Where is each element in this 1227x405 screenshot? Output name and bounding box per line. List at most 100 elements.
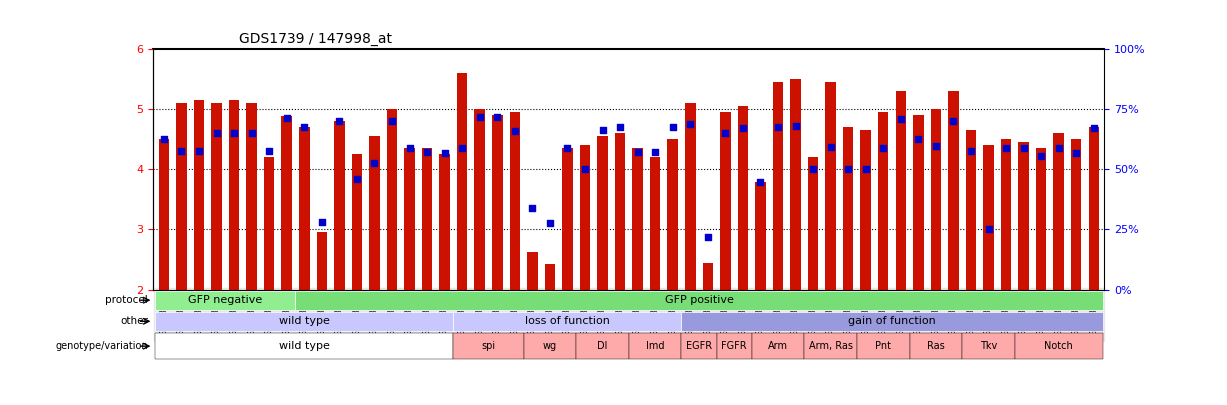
Text: GFP negative: GFP negative — [188, 295, 263, 305]
Bar — [667, 139, 679, 290]
Bar — [720, 112, 730, 290]
Bar — [896, 91, 906, 290]
Bar — [334, 121, 345, 290]
Bar — [1088, 127, 1099, 290]
Bar — [790, 79, 801, 290]
Bar — [317, 232, 328, 290]
Text: protocol: protocol — [106, 295, 148, 305]
Bar — [966, 130, 977, 290]
Point — [277, 115, 297, 121]
Text: Notch: Notch — [1044, 341, 1074, 351]
Point — [821, 144, 840, 150]
Point — [715, 130, 735, 136]
Text: Dl: Dl — [598, 341, 607, 351]
Text: other: other — [120, 316, 148, 326]
Point — [681, 121, 701, 127]
Point — [891, 116, 910, 122]
Bar — [545, 264, 555, 290]
Bar — [807, 157, 818, 290]
FancyBboxPatch shape — [155, 291, 296, 310]
FancyBboxPatch shape — [155, 312, 454, 331]
FancyBboxPatch shape — [454, 333, 524, 359]
Bar — [1071, 139, 1081, 290]
Bar — [194, 100, 204, 290]
Point — [996, 145, 1016, 151]
Bar — [773, 82, 783, 290]
Point — [400, 145, 420, 151]
Point — [347, 176, 367, 183]
Bar — [737, 106, 748, 290]
Bar — [632, 148, 643, 290]
FancyBboxPatch shape — [1015, 333, 1103, 359]
FancyBboxPatch shape — [909, 333, 962, 359]
Point — [768, 124, 788, 130]
Point — [540, 220, 560, 226]
Bar — [177, 103, 187, 290]
Text: wg: wg — [542, 341, 557, 351]
Text: GDS1739 / 147998_at: GDS1739 / 147998_at — [239, 32, 391, 46]
Point — [874, 145, 893, 151]
Point — [330, 118, 350, 124]
Point — [610, 124, 629, 130]
Point — [225, 130, 244, 136]
Point — [189, 148, 209, 154]
Point — [242, 130, 261, 136]
Bar — [1054, 133, 1064, 290]
Point — [1049, 145, 1069, 151]
Bar — [509, 112, 520, 290]
Bar — [1001, 139, 1011, 290]
FancyBboxPatch shape — [962, 333, 1015, 359]
Text: Ras: Ras — [926, 341, 945, 351]
Bar — [281, 116, 292, 290]
Text: Arm, Ras: Arm, Ras — [809, 341, 853, 351]
FancyBboxPatch shape — [577, 333, 628, 359]
Point — [628, 149, 648, 156]
Point — [1032, 153, 1052, 159]
Text: Imd: Imd — [645, 341, 664, 351]
Text: genotype/variation: genotype/variation — [55, 341, 148, 351]
Point — [593, 127, 612, 133]
FancyBboxPatch shape — [681, 312, 1103, 331]
Text: wild type: wild type — [279, 316, 330, 326]
Bar — [492, 115, 503, 290]
FancyBboxPatch shape — [524, 333, 577, 359]
Point — [259, 148, 279, 154]
Text: spi: spi — [481, 341, 496, 351]
FancyBboxPatch shape — [628, 333, 681, 359]
Point — [312, 218, 331, 225]
Bar — [860, 130, 871, 290]
Bar — [299, 127, 309, 290]
Text: wild type: wild type — [279, 341, 330, 351]
Bar — [211, 103, 222, 290]
Bar — [685, 103, 696, 290]
Bar — [158, 139, 169, 290]
FancyBboxPatch shape — [752, 333, 804, 359]
Point — [926, 143, 946, 149]
Bar — [843, 127, 854, 290]
Text: gain of function: gain of function — [848, 316, 936, 326]
Point — [382, 118, 401, 124]
Bar — [528, 252, 537, 290]
Point — [663, 124, 682, 130]
Bar — [228, 100, 239, 290]
Bar — [755, 182, 766, 290]
Point — [944, 118, 963, 124]
Bar — [826, 82, 836, 290]
Point — [733, 125, 752, 131]
FancyBboxPatch shape — [804, 333, 856, 359]
Point — [856, 166, 876, 173]
Bar — [598, 136, 607, 290]
Bar — [579, 145, 590, 290]
Point — [523, 205, 542, 211]
FancyBboxPatch shape — [717, 333, 752, 359]
Point — [1066, 149, 1086, 156]
Point — [434, 149, 454, 156]
Bar — [439, 154, 450, 290]
Bar — [703, 263, 713, 290]
FancyBboxPatch shape — [155, 333, 454, 359]
Point — [698, 233, 718, 240]
Bar — [264, 157, 275, 290]
Bar — [352, 154, 362, 290]
Point — [908, 136, 928, 142]
FancyBboxPatch shape — [681, 333, 717, 359]
